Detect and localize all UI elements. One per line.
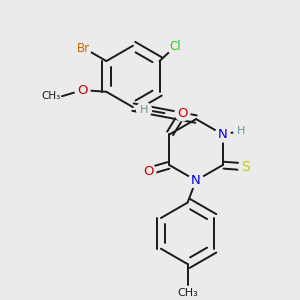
Circle shape	[167, 39, 182, 54]
Circle shape	[141, 164, 156, 179]
Circle shape	[76, 41, 91, 56]
Text: CH₃: CH₃	[177, 288, 198, 298]
Text: Br: Br	[77, 42, 90, 55]
Circle shape	[75, 82, 90, 98]
Text: N: N	[191, 174, 201, 187]
Text: H: H	[237, 126, 246, 136]
Circle shape	[175, 106, 190, 121]
Text: CH₃: CH₃	[41, 91, 60, 101]
Circle shape	[215, 127, 230, 142]
Circle shape	[234, 124, 249, 139]
Circle shape	[238, 159, 253, 174]
Text: O: O	[177, 107, 188, 120]
Text: H: H	[140, 105, 148, 115]
Text: O: O	[77, 84, 88, 97]
Text: Cl: Cl	[169, 40, 181, 53]
Circle shape	[188, 173, 204, 188]
Text: N: N	[218, 128, 227, 141]
Text: O: O	[143, 165, 154, 178]
Circle shape	[136, 102, 152, 117]
Text: S: S	[242, 160, 250, 174]
